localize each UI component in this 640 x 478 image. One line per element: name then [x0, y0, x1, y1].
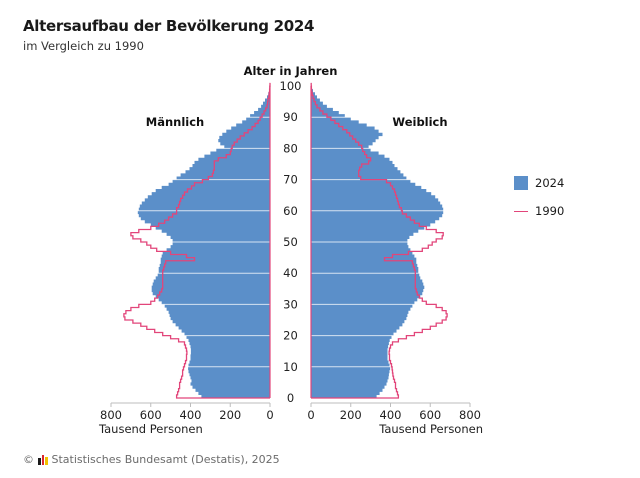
x-tick-label-male: 800	[100, 408, 122, 422]
bars-2024-male	[137, 82, 271, 399]
x-tick-label-male: 600	[140, 408, 162, 422]
x-axis-title-female: Tausend Personen	[378, 422, 483, 436]
legend-label-2024: 2024	[535, 176, 565, 190]
legend-swatch-2024	[514, 176, 528, 190]
bars-2024-female	[311, 82, 444, 399]
x-axis-title-male: Tausend Personen	[98, 422, 203, 436]
legend: 2024 1990	[514, 174, 564, 230]
legend-item-1990: 1990	[514, 202, 564, 220]
legend-swatch-1990	[514, 210, 528, 212]
age-tick-label: 60	[283, 204, 298, 218]
age-tick-label: 40	[283, 266, 298, 280]
age-axis-title: Alter in Jahren	[244, 64, 338, 78]
age-tick-label: 90	[283, 110, 298, 124]
x-tick-label-female: 0	[307, 408, 314, 422]
source-text: Statistisches Bundesamt (Destatis), 2025	[51, 453, 280, 466]
x-tick-label-female: 200	[340, 408, 362, 422]
x-tick-label-female: 400	[380, 408, 402, 422]
age-tick-label: 0	[287, 391, 294, 405]
age-tick-label: 10	[283, 360, 298, 374]
line-1990-female	[310, 82, 448, 399]
x-tick-label-male: 0	[266, 408, 273, 422]
female-panel-label: Weiblich	[392, 115, 447, 129]
age-tick-label: 80	[283, 141, 298, 155]
age-tick-label: 20	[283, 329, 298, 343]
x-tick-label-male: 400	[180, 408, 202, 422]
chart-title: Altersaufbau der Bevölkerung 2024	[23, 17, 315, 35]
age-tick-label: 70	[283, 173, 298, 187]
age-tick-label: 100	[280, 79, 302, 93]
x-tick-label-female: 800	[459, 408, 481, 422]
copyright-icon: ©	[23, 453, 34, 466]
x-tick-label-male: 200	[219, 408, 241, 422]
destatis-logo-icon	[38, 454, 48, 465]
age-tick-label: 50	[283, 235, 298, 249]
chart-subtitle: im Vergleich zu 1990	[23, 39, 144, 53]
legend-item-2024: 2024	[514, 174, 564, 192]
x-tick-label-female: 600	[419, 408, 441, 422]
age-tick-label: 30	[283, 297, 298, 311]
male-panel-label: Männlich	[146, 115, 204, 129]
legend-label-1990: 1990	[535, 204, 565, 218]
source-footer: © Statistisches Bundesamt (Destatis), 20…	[23, 453, 280, 466]
line-1990-male	[123, 82, 271, 399]
